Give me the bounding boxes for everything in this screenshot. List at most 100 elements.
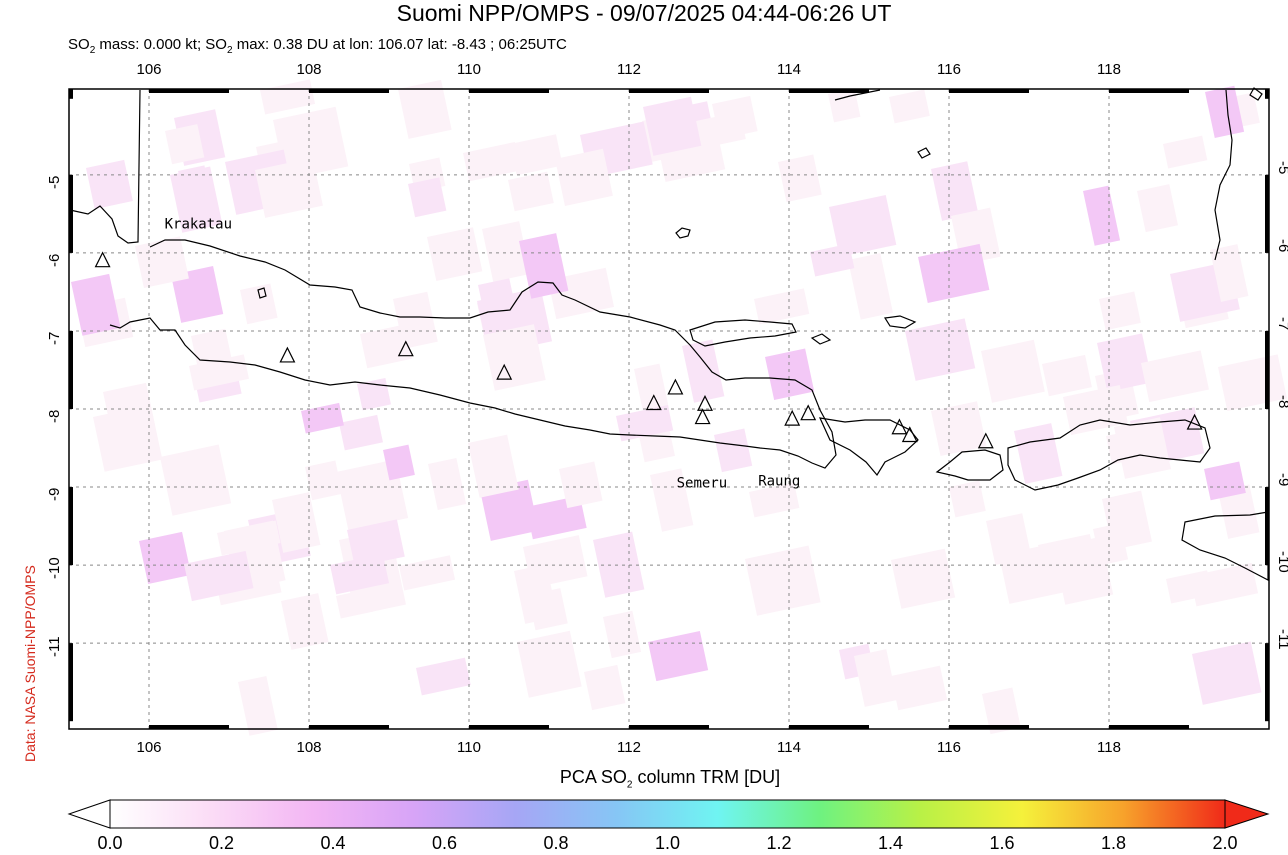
coast-islet-5 [1249,87,1263,101]
cbticks-label: 0.0 [97,833,123,853]
so2-pixel [398,555,456,591]
so2-pixel [749,482,800,518]
so2-pixel [184,550,254,602]
coast-kalimantan [834,89,881,101]
so2-pixel [998,542,1067,604]
xtick-bottom-label: 106 [136,739,162,756]
so2-pixel [468,434,519,498]
so2-pixel [357,377,391,411]
so2-pixel [891,548,956,609]
cbticks-label: 0.4 [320,833,346,853]
so2-pixel [170,266,224,323]
colorbar-over-arrow [1224,799,1270,829]
frame-tick-bar [469,725,549,729]
volcano-label: Raung [758,474,800,490]
frame-tick-bar [69,487,73,566]
so2-pixel [255,157,323,218]
so2-pixel [1114,417,1171,479]
so2-pixel [1099,291,1141,331]
so2-pixel [889,89,930,124]
so2-pixel [905,318,976,381]
cbticks-label: 1.6 [989,833,1015,853]
coast-islet-1 [675,227,691,239]
so2-pixel [713,428,753,473]
xtick-bottom-label: 110 [457,739,481,756]
so2-pixel [428,457,467,510]
so2-pixel [339,414,383,451]
so2-pixel [134,236,189,289]
so2-pixel [482,324,546,391]
xtick-top-label: 118 [1097,61,1121,78]
xtick-bottom-label: 112 [617,739,641,756]
xtick-top-label: 110 [457,61,481,78]
cbticks-label: 0.2 [208,833,235,853]
so2-pixel [272,492,321,553]
xtick-top-label: 112 [617,61,641,78]
ytick-right-label: -11 [1275,629,1288,650]
cbticks-label: 2.0 [1212,833,1238,853]
so2-pixel [480,479,539,541]
ytick-left-label: -9 [46,487,63,502]
so2-pixel [305,460,343,501]
frame-tick-bar [1265,330,1269,409]
frame-tick-bar [1265,89,1269,99]
ytick-left-label: -10 [46,557,63,580]
so2-pixel [1082,185,1121,246]
so2-pixel [982,687,1021,735]
volcano-label: Semeru [677,476,728,492]
coast-lombok [935,449,1004,481]
so2-pixel [1097,333,1153,392]
xtick-top-label: 106 [136,61,162,78]
so2-pixel [510,134,563,176]
so2-pixel [593,531,645,598]
coast-kalimantan-east [1214,89,1233,261]
ytick-right-label: -8 [1275,395,1288,409]
volcano-marker [279,346,296,363]
coastlines [69,87,1269,581]
coast-islet-3 [883,315,917,329]
so2-pixel [103,382,156,436]
volcano-marker [1186,413,1203,430]
volcano-marker [784,409,801,426]
so2-pixel-layer [70,79,1288,736]
ytick-right-label: -10 [1275,551,1288,573]
so2-pixel [1141,350,1209,403]
so2-pixel [189,354,249,391]
so2-pixel [86,159,133,210]
so2-pixel [239,283,278,325]
coast-madura [689,319,797,347]
so2-pixel [1209,244,1249,302]
so2-pixel [1101,490,1152,550]
so2-pixel [260,79,316,115]
volcano-marker [694,408,711,425]
frame-tick-bar [629,89,709,93]
cbticks-label: 1.0 [654,833,681,853]
so2-pixel [891,665,948,711]
so2-pixel [1205,85,1245,138]
so2-pixel [696,111,746,149]
frame-tick-bar [469,89,549,93]
so2-pixel [178,165,216,222]
frame-tick-bar [1109,725,1189,729]
coast-bali [818,417,919,477]
cbticks-label: 1.8 [1100,833,1127,853]
so2-pixel [778,154,822,203]
so2-pixel [514,564,558,624]
so2-pixel [519,233,569,299]
coast-sumatra [69,89,141,244]
so2-pixel [931,161,979,221]
xtick-bottom-label: 118 [1097,739,1121,756]
cbticks-label: 0.8 [543,833,569,853]
so2-pixel [745,545,821,616]
so2-pixel [138,531,192,585]
frame-tick-bar [629,725,709,729]
volcano-marker [94,251,111,268]
frame-tick-bar [149,725,229,729]
volcano-marker [667,378,684,395]
coast-islet-6 [917,147,931,159]
volcano-marker [977,432,994,449]
so2-pixel [634,363,670,415]
so2-pixel [427,227,483,282]
so2-summary: SO2 mass: 0.000 kt; SO2 max: 0.38 DU at … [68,36,567,56]
